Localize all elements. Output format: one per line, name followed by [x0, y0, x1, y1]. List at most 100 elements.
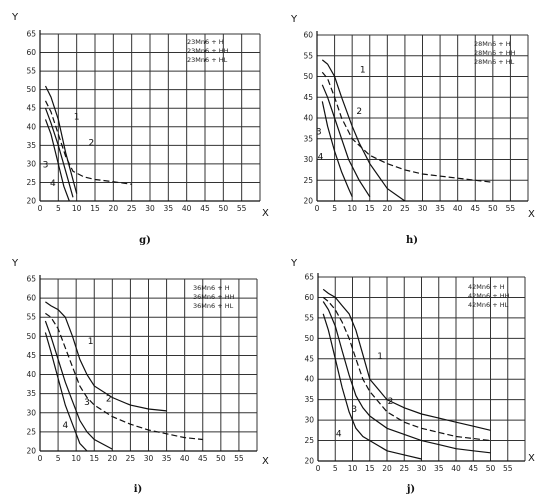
x-tick-label: 55	[237, 204, 247, 213]
curve-series-4	[321, 101, 353, 198]
y-tick-label: 60	[303, 31, 313, 40]
curve-series-4	[322, 313, 422, 460]
x-tick-label: 5	[56, 454, 61, 463]
y-tick-label: 25	[304, 436, 314, 445]
y-tick-label: 65	[26, 275, 36, 284]
y-tick-label: 45	[26, 104, 36, 113]
y-tick-label: 25	[26, 178, 36, 187]
y-tick-label: 55	[303, 51, 313, 60]
y-tick-label: 40	[26, 370, 36, 379]
x-tick-label: 15	[89, 454, 99, 463]
y-tick-label: 25	[303, 176, 313, 185]
curve-number-label: 3	[351, 405, 357, 415]
legend-entry: 42Mn6 + HL	[468, 301, 509, 309]
y-tick-label: 55	[304, 313, 314, 322]
x-tick-label: 40	[453, 204, 463, 213]
curve-number-label: 4	[318, 153, 324, 163]
y-tick-label: 60	[26, 294, 36, 303]
y-tick-label: 35	[26, 389, 36, 398]
x-tick-label: 5	[333, 464, 338, 473]
x-tick-label: 35	[162, 454, 172, 463]
x-tick-label: 25	[127, 204, 137, 213]
x-tick-label: 35	[164, 204, 174, 213]
y-tick-label: 30	[26, 159, 36, 168]
legend-entry: 23Mn6 + H	[187, 38, 224, 46]
legend-entry: 36Mn6 + HL	[193, 302, 234, 310]
x-tick-label: 45	[198, 454, 208, 463]
x-tick-label: 20	[109, 204, 119, 213]
panel-label: j)	[406, 484, 415, 495]
curve-number-label: 4	[62, 421, 68, 431]
x-tick-label: 5	[332, 204, 337, 213]
x-tick-label: 40	[180, 454, 190, 463]
y-tick-label: 40	[303, 114, 313, 123]
curve-number-label: 3	[84, 398, 90, 408]
x-tick-label: 50	[486, 464, 496, 473]
x-tick-label: 45	[200, 204, 210, 213]
x-tick-label: 10	[71, 454, 81, 463]
x-tick-label: 35	[434, 464, 444, 473]
x-tick-label: 25	[399, 464, 409, 473]
chart-panel-4: 0 5 10 15 20 25 30 35 40 45 50 55 20 25 30 35 40 45 50 55 60…	[290, 258, 535, 495]
x-tick-label: 20	[382, 464, 392, 473]
curve-number-label: 2	[88, 138, 94, 148]
legend-entry: 23Mn6 + HL	[187, 56, 228, 64]
x-axis-label: X	[262, 456, 269, 467]
y-tick-label: 35	[26, 141, 36, 150]
y-tick-label: 50	[26, 85, 36, 94]
legend-entry: 28Mn6 + HH	[474, 49, 516, 57]
y-axis-label: Y	[290, 14, 298, 25]
x-axis-label: X	[262, 208, 269, 219]
y-tick-label: 50	[26, 332, 36, 341]
x-tick-label: 40	[451, 464, 461, 473]
x-axis-label: X	[528, 453, 535, 464]
curve-number-label: 2	[106, 394, 112, 404]
x-tick-label: 40	[182, 204, 192, 213]
x-tick-label: 0	[38, 204, 43, 213]
panel-label: h)	[406, 235, 418, 246]
curve-number-label: 3	[43, 161, 49, 171]
curve-series-4	[44, 332, 88, 452]
legend-entry: 28Mn6 + H	[474, 40, 511, 48]
curve-number-label: 1	[360, 65, 366, 75]
curve-number-label: 1	[377, 352, 383, 362]
y-tick-label: 40	[26, 122, 36, 131]
curve-number-label: 2	[356, 107, 362, 117]
curve-series-1	[322, 288, 491, 431]
x-tick-label: 0	[316, 464, 321, 473]
y-tick-label: 30	[304, 416, 314, 425]
y-tick-label: 20	[26, 447, 36, 456]
panel-label: i)	[134, 484, 143, 495]
x-tick-label: 30	[417, 464, 427, 473]
x-tick-label: 5	[56, 204, 61, 213]
curve-series-1	[321, 59, 406, 202]
x-tick-label: 10	[347, 204, 357, 213]
legend-entry: 36Mn6 + HH	[193, 293, 235, 301]
curve-series-2	[44, 100, 132, 185]
y-tick-label: 30	[303, 155, 313, 164]
x-tick-label: 50	[219, 204, 229, 213]
y-tick-label: 45	[303, 93, 313, 102]
x-tick-label: 30	[145, 204, 155, 213]
x-tick-label: 10	[72, 204, 82, 213]
y-tick-label: 50	[303, 72, 313, 81]
y-tick-label: 35	[303, 134, 313, 143]
y-tick-label: 30	[26, 408, 36, 417]
x-tick-label: 0	[38, 454, 43, 463]
y-tick-label: 25	[26, 427, 36, 436]
y-tick-label: 60	[26, 48, 36, 57]
legend-entry: 36Mn6 + H	[193, 284, 230, 292]
x-axis-label: X	[528, 209, 535, 220]
x-tick-label: 10	[348, 464, 358, 473]
legend-entry: 42Mn6 + H	[468, 283, 505, 291]
curve-series-3	[44, 320, 113, 450]
y-tick-label: 20	[303, 197, 313, 206]
curve-series-1	[45, 301, 167, 412]
y-tick-label: 35	[304, 395, 314, 404]
curve-series-3	[322, 301, 491, 454]
legend-entry: 28Mn6 + HL	[474, 58, 515, 66]
curve-number-label: 1	[74, 112, 80, 122]
y-tick-label: 65	[26, 30, 36, 39]
x-tick-label: 45	[468, 464, 478, 473]
